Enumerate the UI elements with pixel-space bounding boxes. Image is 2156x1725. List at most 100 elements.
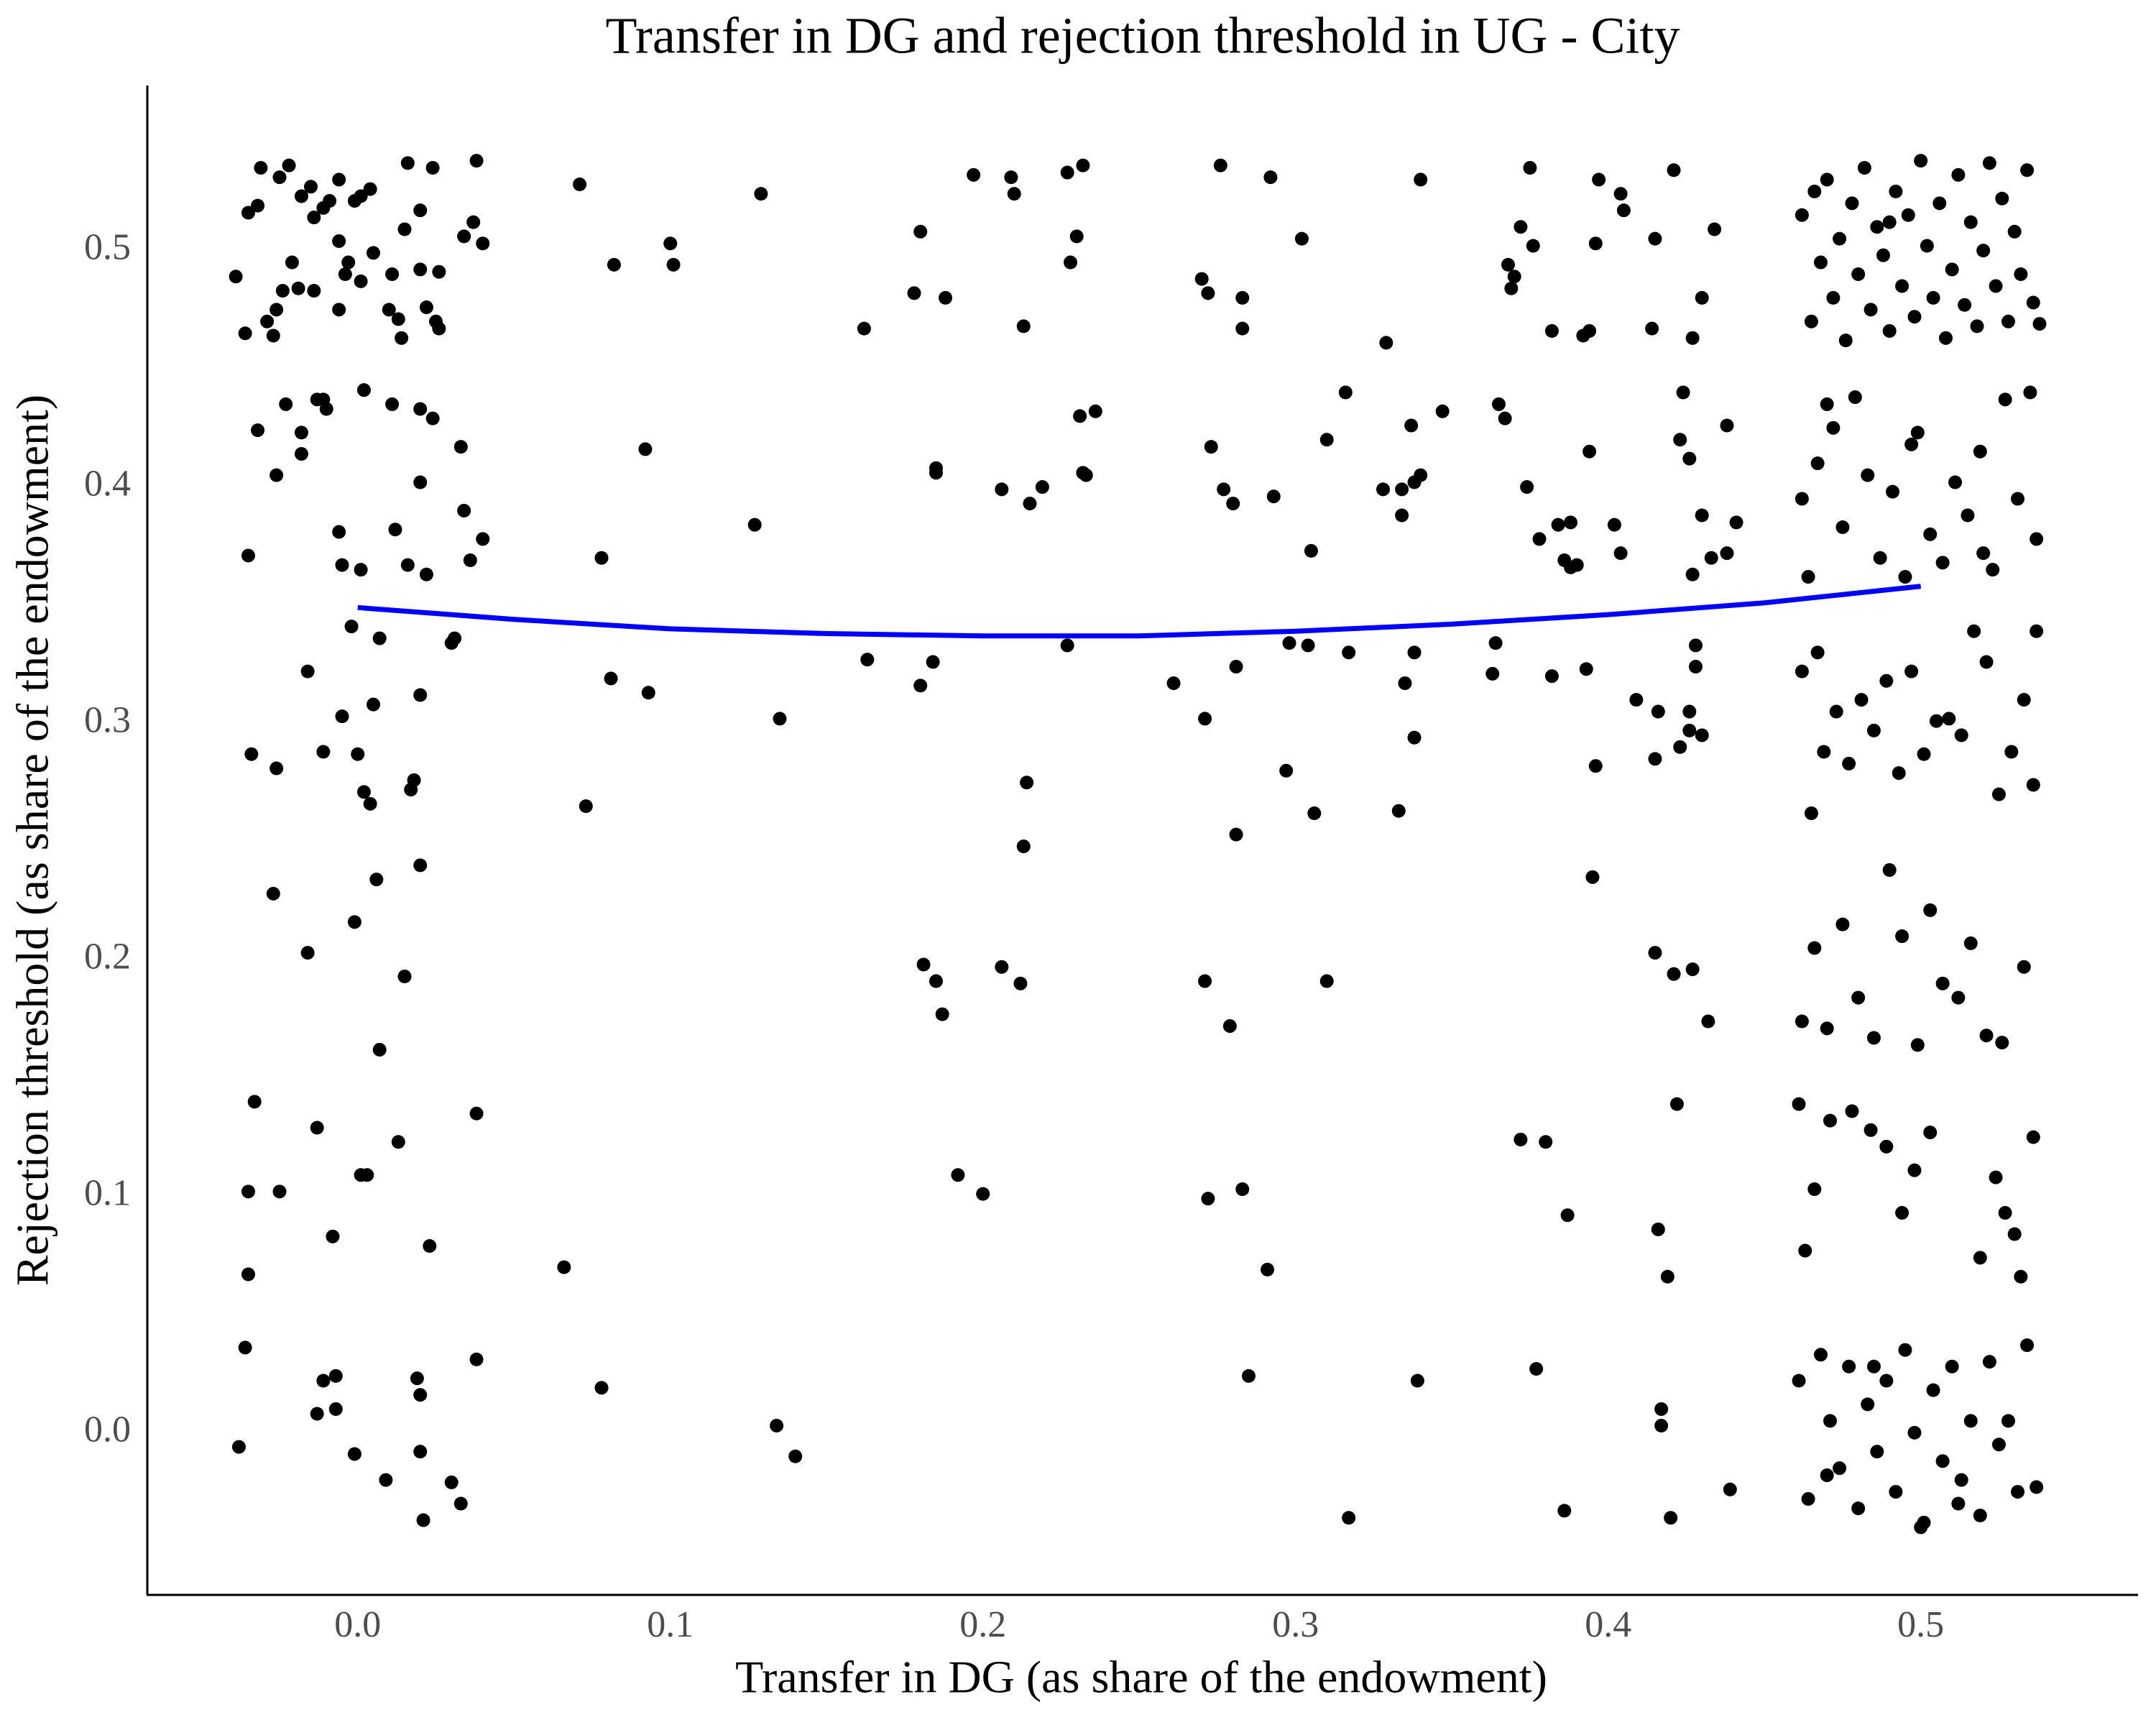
point [1938,331,1953,345]
point [1651,1222,1665,1236]
point [1544,669,1559,684]
point [310,1407,324,1421]
point [663,236,678,251]
point [788,1449,803,1463]
point [1007,187,1021,201]
point [326,1229,340,1243]
point [1729,515,1743,530]
point [2001,1414,2015,1428]
point [244,747,259,761]
point [1866,1031,1881,1045]
point [2030,624,2044,638]
point [1201,1192,1215,1206]
point [1588,236,1603,251]
point [303,180,318,194]
point [1923,527,1938,541]
point [1704,551,1718,565]
point [1688,638,1703,653]
point [1926,1383,1940,1397]
point [1020,776,1034,790]
point [770,1418,784,1432]
point [1795,208,1809,222]
point [1792,1097,1806,1111]
point [413,858,428,873]
y-tick-label: 0.2 [84,936,131,977]
point [1935,976,1950,990]
point [1629,693,1644,707]
point [310,1121,324,1135]
point [2007,1227,2022,1241]
point [1016,840,1031,854]
point [1016,319,1031,334]
point [385,397,400,411]
point [1410,1374,1424,1388]
point [369,873,384,887]
point [1669,1097,1684,1111]
point [1982,1355,1996,1369]
point [229,270,243,284]
point [1166,676,1181,691]
point [929,466,943,480]
point [1961,508,1975,523]
point [1307,806,1322,820]
point [1810,456,1825,471]
point [2030,532,2044,546]
point [1842,756,1856,770]
point [2014,1269,2028,1284]
point [419,567,433,581]
point [1945,262,1959,277]
point [307,211,321,225]
point [1592,172,1606,187]
point [1304,543,1318,558]
point [2004,745,2019,759]
point [395,331,409,345]
point [951,1168,965,1182]
point [1848,390,1862,405]
point [1795,664,1809,678]
point [1523,160,1537,175]
point [594,551,609,565]
point [266,886,280,901]
point [1910,1038,1925,1052]
point [1963,215,1978,229]
point [366,246,380,260]
point [272,1184,287,1199]
point [1414,468,1428,482]
point [2007,224,2022,239]
point [1342,1511,1356,1525]
point [1804,314,1818,328]
point [1854,693,1869,707]
point [1648,752,1662,766]
point [1695,508,1709,523]
point [1842,1359,1856,1374]
point [372,1042,387,1057]
point [347,915,361,929]
point [1241,1368,1256,1383]
point [1588,759,1603,773]
point [913,224,928,239]
point [967,167,981,182]
point [604,671,618,686]
point [270,761,284,776]
y-tick-label: 0.3 [84,699,131,740]
point [1833,1461,1847,1476]
point [1613,187,1628,201]
point [1013,976,1028,990]
point [1926,290,1940,305]
point [1648,946,1662,960]
point [1886,484,1900,499]
point [1929,714,1943,728]
point [2032,317,2047,331]
point [1973,1508,1987,1522]
x-axis-label: Transfer in DG (as share of the endowmen… [735,1652,1547,1703]
point [391,312,405,326]
point [1870,220,1884,234]
point [2011,1485,2025,1499]
point [573,178,587,191]
point [1882,323,1897,338]
point [241,206,256,220]
point [385,267,400,281]
point [332,525,346,539]
